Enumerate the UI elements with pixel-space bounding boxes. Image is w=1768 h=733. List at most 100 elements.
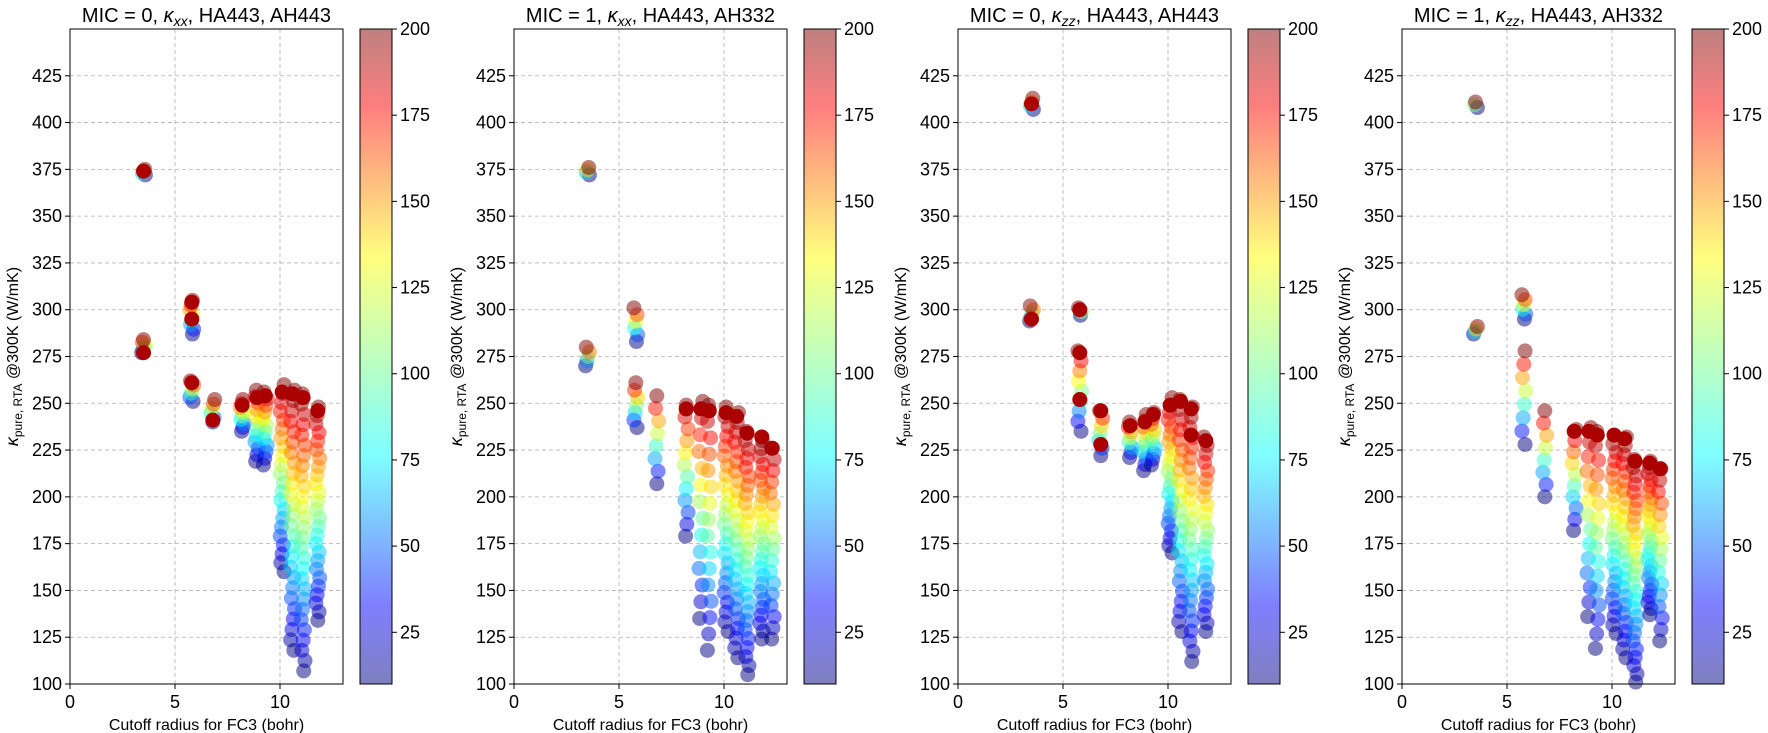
colorbar-tick-label: 150 xyxy=(844,191,874,211)
data-points xyxy=(1466,94,1670,690)
panel-title: MIC = 0, κzz, HA443, AH443 xyxy=(970,5,1219,29)
scatter-point xyxy=(679,469,695,485)
y-tick-label: 300 xyxy=(476,300,506,320)
colorbar-tick-label: 75 xyxy=(1732,450,1752,470)
scatter-point-highlight xyxy=(729,408,745,424)
x-axis-label: Cutoff radius for FC3 (bohr) xyxy=(997,717,1192,733)
scatter-point xyxy=(647,451,663,467)
scatter-point xyxy=(1518,383,1534,399)
y-tick-label: 350 xyxy=(1364,206,1394,226)
scatter-point-highlight xyxy=(701,403,717,419)
scatter-point xyxy=(1591,452,1607,468)
scatter-point xyxy=(764,631,780,647)
scatter-point xyxy=(678,481,694,497)
scatter-point xyxy=(679,516,695,532)
colorbar-tick-label: 25 xyxy=(844,622,864,642)
scatter-point xyxy=(766,530,782,546)
scatter-point xyxy=(581,159,597,175)
colorbar-tick-label: 200 xyxy=(844,19,874,39)
scatter-point-highlight xyxy=(739,425,755,441)
y-tick-label: 225 xyxy=(32,440,62,460)
scatter-point xyxy=(699,528,715,544)
scatter-point-highlight xyxy=(205,412,221,428)
scatter-point-highlight xyxy=(234,397,250,413)
colorbar-tick-label: 25 xyxy=(1732,622,1752,642)
scatter-point xyxy=(680,504,696,520)
scatter-point xyxy=(1469,319,1485,335)
scatter-point xyxy=(1651,599,1667,615)
scatter-point xyxy=(628,375,644,391)
scatter-point xyxy=(701,512,717,528)
scatter-point-highlight xyxy=(1652,461,1668,477)
colorbar-tick-label: 100 xyxy=(844,364,874,384)
scatter-point xyxy=(765,620,781,636)
scatter-panel-2: 0 5 10 100 125 150 175 200 225 250 275 300 325 350 375… xyxy=(446,5,874,733)
scatter-point xyxy=(1537,440,1553,456)
scatter-point xyxy=(699,642,715,658)
scatter-point xyxy=(1589,467,1605,483)
colorbar-tick-label: 200 xyxy=(1732,19,1762,39)
scatter-point xyxy=(762,564,778,580)
colorbar-frame xyxy=(1691,28,1725,685)
y-tick-label: 400 xyxy=(476,113,506,133)
colorbar-tick-label: 25 xyxy=(400,622,420,642)
scatter-point-highlight xyxy=(184,311,200,327)
colorbar-gradient xyxy=(804,29,836,684)
scatter-point xyxy=(677,492,693,508)
y-tick-label: 375 xyxy=(476,159,506,179)
scatter-point xyxy=(700,577,716,593)
y-axis-label: κpure, RTA @300K (W/mK) xyxy=(890,267,913,446)
scatter-point-highlight xyxy=(764,440,780,456)
y-tick-label: 275 xyxy=(32,347,62,367)
y-tick-label: 175 xyxy=(32,534,62,554)
x-tick-label: 0 xyxy=(65,692,75,712)
colorbar: 25 50 75 100 125 150 175 200 xyxy=(1691,19,1762,685)
colorbar-tick-label: 150 xyxy=(1288,191,1318,211)
colorbar-tick-label: 175 xyxy=(1732,105,1762,125)
scatter-point xyxy=(1565,489,1581,505)
y-tick-label: 150 xyxy=(476,580,506,600)
scatter-point xyxy=(678,528,694,544)
x-tick-label: 10 xyxy=(1602,692,1622,712)
x-tick-label: 5 xyxy=(1502,692,1512,712)
scatter-point xyxy=(1650,484,1666,500)
y-tick-label: 175 xyxy=(1364,534,1394,554)
scatter-point xyxy=(1514,287,1530,303)
scatter-point xyxy=(1567,466,1583,482)
y-tick-label: 375 xyxy=(32,159,62,179)
y-tick-label: 300 xyxy=(32,300,62,320)
scatter-point xyxy=(702,495,718,511)
scatter-point xyxy=(765,541,781,557)
y-tick-label: 125 xyxy=(1364,627,1394,647)
scatter-point xyxy=(1651,518,1667,534)
scatter-point xyxy=(1516,356,1532,372)
y-tick-label: 300 xyxy=(1364,300,1394,320)
scatter-point xyxy=(1535,464,1551,480)
y-tick-label: 375 xyxy=(920,159,950,179)
y-tick-label: 400 xyxy=(920,113,950,133)
scatter-point xyxy=(679,433,695,449)
colorbar-frame xyxy=(803,28,837,685)
scatter-point xyxy=(1566,444,1582,460)
x-tick-label: 5 xyxy=(170,692,180,712)
y-tick-label: 425 xyxy=(1364,66,1394,86)
colorbar-tick-label: 175 xyxy=(400,105,430,125)
scatter-point xyxy=(1588,583,1604,599)
colorbar-tick-label: 75 xyxy=(844,450,864,470)
scatter-panel-3: 0 5 10 100 125 150 175 200 225 250 275 300 325 350 375… xyxy=(890,5,1318,733)
data-points xyxy=(1022,90,1216,670)
y-tick-label: 150 xyxy=(32,580,62,600)
scatter-point xyxy=(1652,507,1668,523)
y-tick-label: 325 xyxy=(920,253,950,273)
scatter-panel-1: 0 5 10 100 125 150 175 200 225 250 275 300 325 350 375… xyxy=(2,5,430,733)
scatter-point xyxy=(763,597,779,613)
scatter-point xyxy=(1536,452,1552,468)
scatter-point xyxy=(651,413,667,429)
scatter-point-highlight xyxy=(1072,345,1088,361)
x-tick-label: 0 xyxy=(953,692,963,712)
scatter-point xyxy=(1537,403,1553,419)
y-tick-label: 350 xyxy=(920,206,950,226)
colorbar-tick-label: 100 xyxy=(400,364,430,384)
y-tick-label: 100 xyxy=(920,674,950,694)
scatter-point xyxy=(701,561,717,577)
